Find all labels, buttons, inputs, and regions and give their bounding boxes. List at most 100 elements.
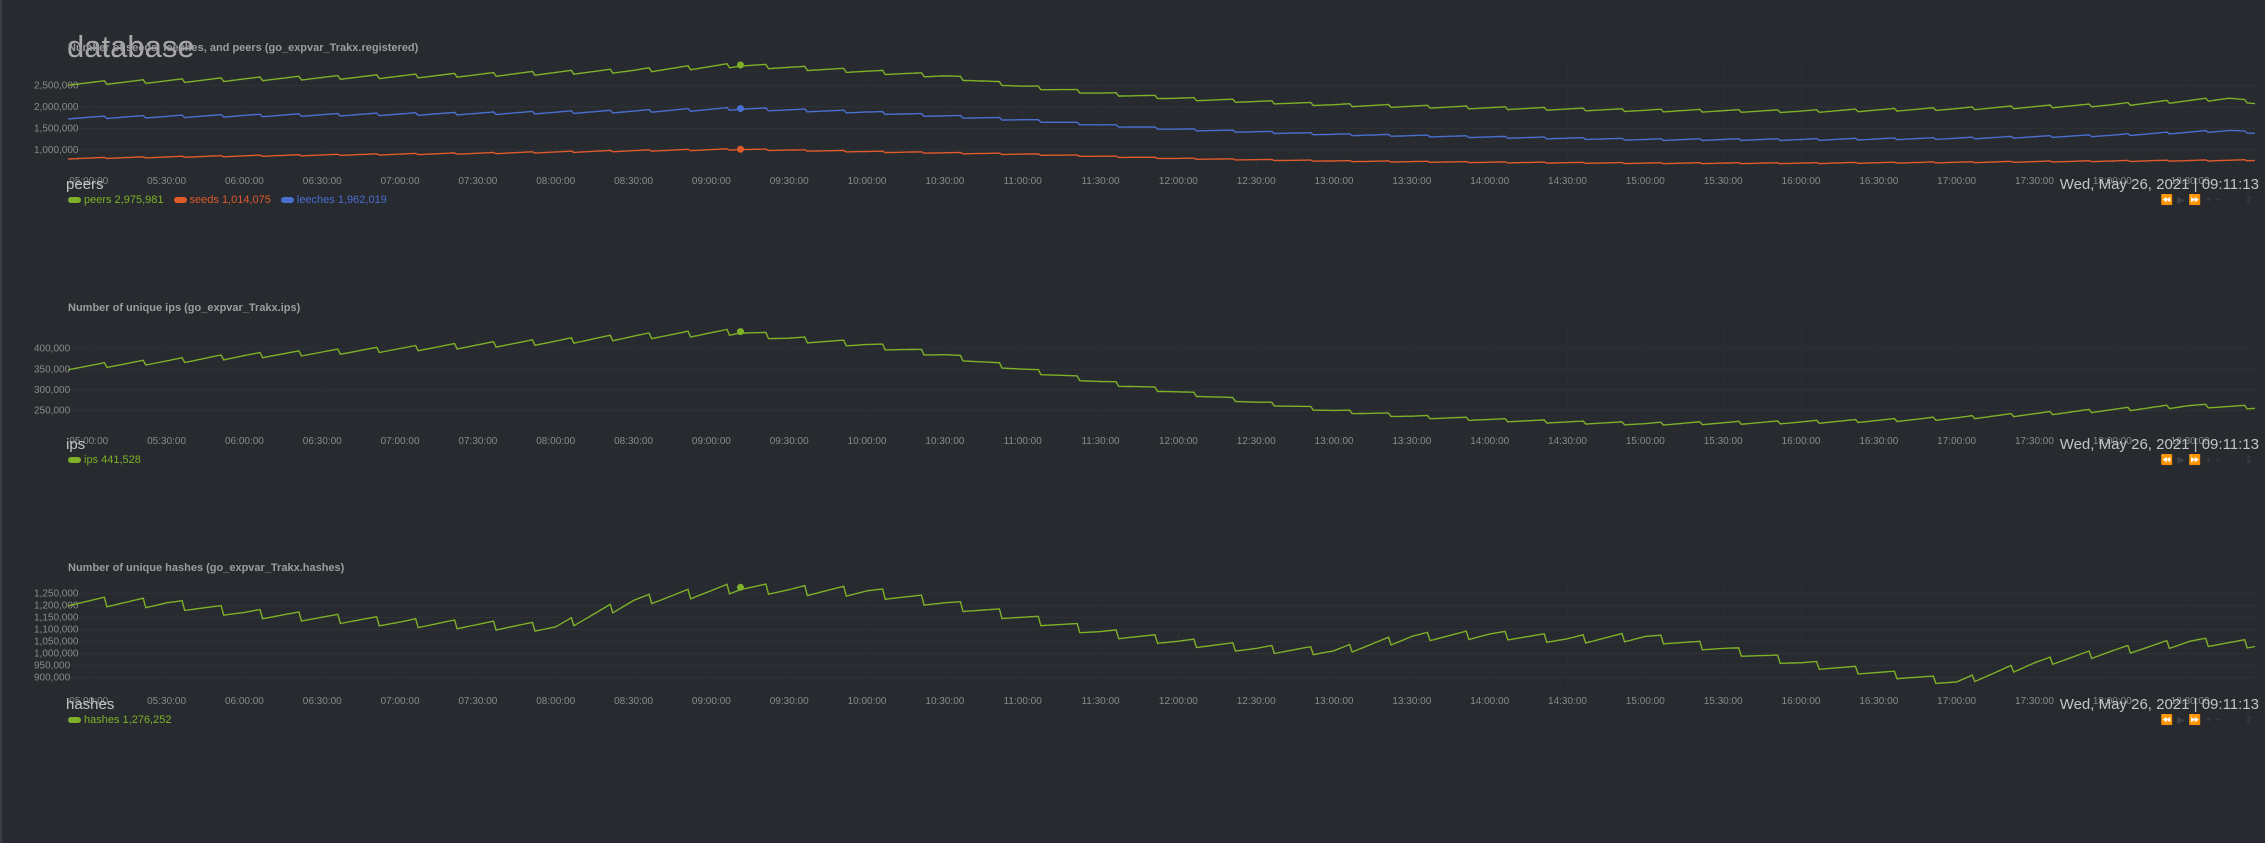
x-tick-label: 10:30:00 — [925, 436, 964, 447]
x-tick-label: 08:30:00 — [614, 436, 653, 447]
x-tick-label: 07:00:00 — [381, 176, 420, 187]
legend-item-ips[interactable]: ips 441,528 — [68, 454, 141, 466]
chart-toolbar: ⏪▶⏩+− — [2161, 195, 2225, 206]
legend-label: leeches — [296, 194, 338, 206]
x-tick-label: 06:30:00 — [303, 436, 342, 447]
x-tick-label: 18:30:00 — [2171, 696, 2210, 707]
series-line-hashes — [67, 583, 2256, 685]
play-icon[interactable]: ▶ — [2177, 715, 2189, 726]
x-tick-label: 09:00:00 — [692, 436, 731, 447]
y-tick-label: 1,000,000 — [34, 648, 79, 659]
y-tick-label: 250,000 — [34, 406, 71, 417]
x-tick-label: 12:30:00 — [1237, 176, 1276, 187]
forward-icon[interactable]: ⏩ — [2188, 195, 2206, 206]
x-tick-label: 13:30:00 — [1392, 176, 1431, 187]
legend-item-peers[interactable]: peers 2,975,981 — [68, 194, 164, 206]
zoom-out-icon[interactable]: − — [2215, 715, 2225, 726]
chart-family-label: hashes — [66, 696, 115, 713]
legend-swatch — [280, 197, 294, 204]
rewind-icon[interactable]: ⏪ — [2160, 715, 2178, 726]
x-tick-label: 12:00:00 — [1159, 696, 1198, 707]
play-icon[interactable]: ▶ — [2177, 195, 2189, 206]
x-tick-label: 05:00:00 — [69, 436, 108, 447]
x-tick-label: 17:00:00 — [1937, 176, 1976, 187]
x-tick-label: 16:00:00 — [1782, 176, 1821, 187]
chart-family-label: ips — [66, 436, 86, 453]
x-tick-label: 12:00:00 — [1159, 436, 1198, 447]
rewind-icon[interactable]: ⏪ — [2160, 455, 2178, 466]
forward-icon[interactable]: ⏩ — [2188, 455, 2206, 466]
chart-plot[interactable]: 250,000 300,000 350,000 400,000 05:00:00 05:3… — [0, 302, 2265, 452]
selected-point-ips — [736, 328, 744, 336]
x-tick-label: 05:00:00 — [69, 696, 108, 707]
legend-value: 1,962,019 — [337, 194, 387, 206]
chart-plot[interactable]: 1,000,000 1,500,000 2,000,000 2,500,000 05:0… — [0, 42, 2265, 192]
x-tick-label: 13:30:00 — [1392, 436, 1431, 447]
x-tick-label: 18:30:00 — [2171, 176, 2210, 187]
x-tick-label: 08:30:00 — [614, 176, 653, 187]
x-tick-label: 07:30:00 — [458, 696, 497, 707]
forward-icon[interactable]: ⏩ — [2188, 715, 2206, 726]
play-icon[interactable]: ▶ — [2177, 455, 2189, 466]
chart-toolbar: ⏪▶⏩+− — [2161, 455, 2225, 466]
y-tick-label: 2,500,000 — [34, 80, 79, 91]
legend-label: peers — [84, 194, 115, 206]
legend-item-hashes[interactable]: hashes 1,276,252 — [68, 714, 171, 726]
legend-value: 1,276,252 — [122, 714, 172, 726]
x-tick-label: 10:30:00 — [925, 176, 964, 187]
x-tick-label: 18:30:00 — [2171, 436, 2210, 447]
selected-point-peers — [736, 61, 744, 69]
zoom-in-icon[interactable]: + — [2205, 455, 2216, 466]
x-tick-label: 13:30:00 — [1392, 696, 1431, 707]
x-tick-label: 16:30:00 — [1859, 436, 1898, 447]
chart-ips: Number of unique ips (go_expvar_Trakx.ip… — [0, 302, 2265, 562]
x-tick-label: 06:00:00 — [225, 696, 264, 707]
y-tick-label: 350,000 — [34, 364, 71, 375]
x-tick-label: 10:00:00 — [848, 436, 887, 447]
x-tick-label: 17:30:00 — [2015, 436, 2054, 447]
x-tick-label: 08:00:00 — [536, 176, 575, 187]
x-tick-label: 18:00:00 — [2093, 696, 2132, 707]
zoom-in-icon[interactable]: + — [2205, 195, 2216, 206]
resize-handle-icon[interactable]: ⇕ — [2244, 195, 2253, 206]
x-tick-label: 06:00:00 — [225, 436, 264, 447]
legend-item-seeds[interactable]: seeds 1,014,075 — [173, 194, 271, 206]
x-tick-label: 11:30:00 — [1081, 176, 1120, 187]
series-line-ips — [67, 328, 2256, 426]
chart-family-label: peers — [66, 176, 104, 193]
x-tick-label: 05:00:00 — [69, 176, 108, 187]
x-tick-label: 09:30:00 — [770, 436, 809, 447]
x-tick-label: 16:00:00 — [1782, 436, 1821, 447]
y-tick-label: 1,100,000 — [34, 625, 79, 636]
legend-swatch — [173, 197, 187, 204]
resize-handle-icon[interactable]: ⇕ — [2244, 455, 2253, 466]
legend-label: seeds — [189, 194, 222, 206]
x-tick-label: 08:30:00 — [614, 696, 653, 707]
page-title: database — [67, 28, 195, 64]
chart-title: Number of unique hashes (go_expvar_Trakx… — [68, 562, 345, 574]
chart-timestamp: Wed, May 26, 2021 | 09:11:13 — [2059, 696, 2259, 713]
x-tick-label: 11:00:00 — [1004, 176, 1043, 187]
x-tick-label: 14:30:00 — [1548, 436, 1587, 447]
zoom-out-icon[interactable]: − — [2215, 195, 2225, 206]
x-tick-label: 15:00:00 — [1626, 436, 1665, 447]
x-tick-label: 06:30:00 — [303, 176, 342, 187]
chart-plot[interactable]: 900,000950,0001,000,0001,050,0001,100,00… — [0, 562, 2265, 712]
x-tick-label: 08:00:00 — [536, 436, 575, 447]
selected-point-leeches — [736, 105, 744, 113]
zoom-in-icon[interactable]: + — [2205, 715, 2216, 726]
y-tick-label: 2,000,000 — [34, 102, 79, 113]
resize-handle-icon[interactable]: ⇕ — [2244, 715, 2253, 726]
x-tick-label: 10:30:00 — [925, 696, 964, 707]
x-tick-label: 15:30:00 — [1704, 176, 1743, 187]
legend-swatch — [68, 457, 81, 464]
legend-item-leeches[interactable]: leeches 1,962,019 — [280, 194, 387, 206]
x-tick-label: 07:00:00 — [381, 436, 420, 447]
rewind-icon[interactable]: ⏪ — [2160, 195, 2178, 206]
series-line-peers — [67, 63, 2256, 114]
x-tick-label: 06:00:00 — [225, 176, 264, 187]
x-tick-label: 17:30:00 — [2015, 176, 2054, 187]
zoom-out-icon[interactable]: − — [2215, 455, 2225, 466]
x-tick-label: 13:00:00 — [1315, 696, 1354, 707]
x-tick-label: 18:00:00 — [2093, 436, 2132, 447]
